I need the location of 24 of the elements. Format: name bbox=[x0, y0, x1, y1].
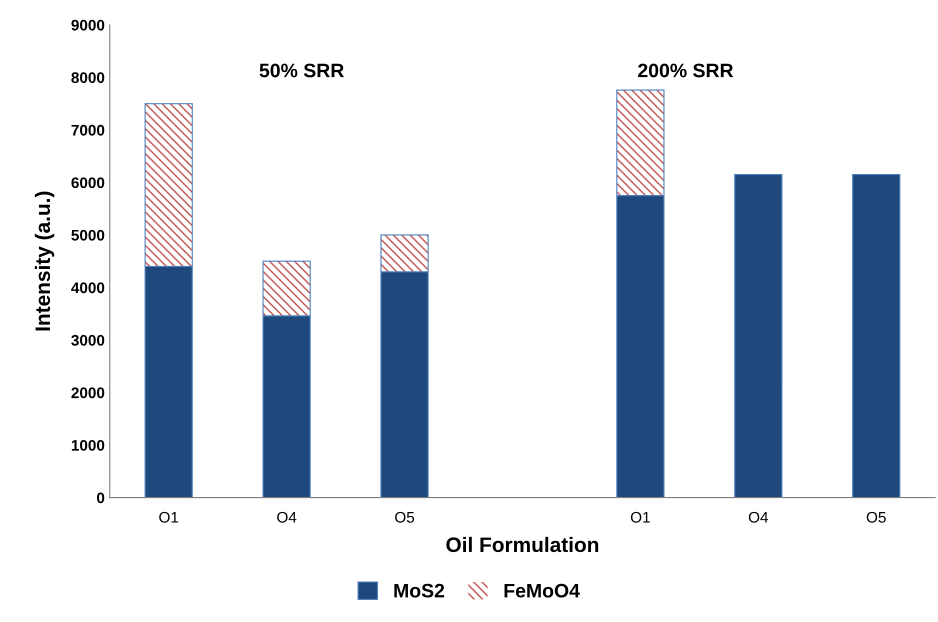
y-tick-label: 6000 bbox=[71, 177, 104, 188]
x-tick-label: O4 bbox=[277, 512, 296, 523]
y-tick-label: 5000 bbox=[71, 230, 104, 241]
x-tick-label: O4 bbox=[748, 512, 768, 523]
bar bbox=[734, 174, 782, 498]
y-tick-label: 7000 bbox=[72, 124, 104, 136]
x-tick-label: O5 bbox=[866, 512, 886, 523]
y-tick-label: 0 bbox=[96, 492, 104, 504]
y-tick-label: 4000 bbox=[71, 282, 104, 294]
bar bbox=[852, 174, 900, 498]
x-tick-label: O1 bbox=[630, 512, 650, 523]
x-tick-label: O1 bbox=[159, 512, 178, 523]
y-tick-label: 2000 bbox=[71, 387, 104, 398]
y-axis-title: Intensity (a.u.) bbox=[34, 192, 54, 330]
annotation: 200% SRR bbox=[638, 64, 734, 78]
x-tick-label: O5 bbox=[395, 512, 414, 523]
legend-label: MoS2 bbox=[394, 584, 444, 598]
annotation: 50% SRR bbox=[260, 64, 344, 78]
y-tick-label: 9000 bbox=[71, 20, 104, 31]
x-axis-title: Oil Formulation bbox=[446, 536, 598, 552]
y-tick-label: 8000 bbox=[71, 72, 104, 84]
y-tick-label: 1000 bbox=[72, 440, 104, 451]
legend-label: FeMoO4 bbox=[504, 584, 580, 598]
y-tick-label: 3000 bbox=[71, 334, 104, 346]
